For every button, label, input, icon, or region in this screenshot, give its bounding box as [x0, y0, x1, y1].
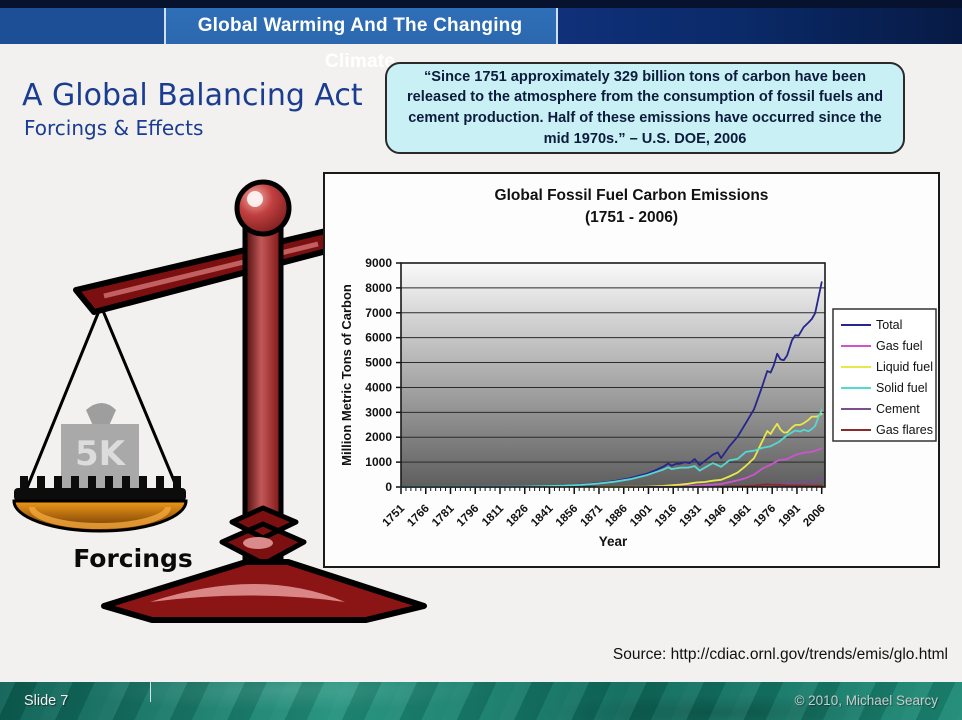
- copyright-text: © 2010, Michael Searcy: [794, 693, 938, 708]
- svg-text:1796: 1796: [455, 503, 482, 530]
- balance-scale-illustration: [12, 179, 427, 623]
- svg-text:2000: 2000: [365, 430, 392, 444]
- svg-text:1871: 1871: [579, 502, 606, 529]
- legend-label: Total: [876, 318, 902, 332]
- legend-label: Cement: [876, 402, 920, 416]
- svg-text:8000: 8000: [365, 281, 392, 295]
- svg-text:3000: 3000: [365, 405, 392, 419]
- header-divider-left: [164, 8, 166, 44]
- legend-label: Solid fuel: [876, 381, 927, 395]
- svg-text:1991: 1991: [776, 502, 803, 529]
- scale-beam-highlight: [103, 241, 319, 299]
- chart-legend: [832, 308, 937, 442]
- footer-divider: [150, 682, 151, 702]
- header-top-strip: [0, 0, 962, 8]
- quote-text: “Since 1751 approximately 329 billion to…: [407, 68, 883, 147]
- scale-knuckles: [219, 505, 307, 567]
- x-axis-title: Year: [599, 534, 628, 549]
- svg-text:1916: 1916: [653, 503, 680, 530]
- emissions-line-chart: 0 1000 2000 3000 4000 5000 6000 7000 8000 9000 175…: [339, 256, 937, 549]
- header-divider-right: [556, 8, 558, 44]
- quote-box: “Since 1751 approximately 329 billion to…: [385, 62, 905, 154]
- header-center-section: [164, 8, 556, 44]
- header-bar: Global Warming And The Changing Climate: [0, 8, 962, 72]
- svg-text:2006: 2006: [801, 503, 828, 530]
- header-left-section: [0, 8, 164, 44]
- slide-title: A Global Balancing Act: [22, 78, 363, 113]
- weight-knob: [86, 403, 116, 428]
- slide-number: Slide 7: [24, 693, 69, 709]
- svg-text:7000: 7000: [365, 306, 392, 320]
- series-solid-fuel: [400, 409, 823, 488]
- svg-text:1856: 1856: [554, 503, 581, 530]
- svg-text:1000: 1000: [365, 455, 392, 469]
- slide-subtitle: Forcings & Effects: [24, 116, 204, 140]
- svg-text:1811: 1811: [480, 502, 507, 529]
- series-gas-flares: [720, 483, 823, 488]
- weight-label: 5K: [74, 434, 125, 474]
- svg-text:1751: 1751: [381, 502, 408, 529]
- header-right-section: [556, 8, 962, 44]
- pan-rim: [14, 488, 186, 501]
- scale-base-highlight: [150, 584, 345, 602]
- scale-strings: [25, 305, 179, 489]
- chart-panel: 0 1000 2000 3000 4000 5000 6000 7000 8000 9000 175…: [323, 172, 940, 568]
- scale-ball-highlight: [247, 191, 263, 207]
- svg-text:6000: 6000: [365, 331, 392, 345]
- svg-text:1976: 1976: [752, 503, 779, 530]
- svg-text:0: 0: [385, 480, 392, 494]
- svg-text:1886: 1886: [603, 503, 630, 530]
- legend-label: Liquid fuel: [876, 360, 933, 374]
- svg-text:5000: 5000: [365, 356, 392, 370]
- svg-text:1931: 1931: [678, 502, 705, 529]
- footer-bar: Slide 7 © 2010, Michael Searcy: [0, 682, 962, 720]
- legend-label: Gas fuel: [876, 339, 923, 353]
- y-axis-title: Million Metric Tons of Carbon: [339, 284, 354, 466]
- source-citation: Source: http://cdiac.ornl.gov/trends/emi…: [612, 646, 948, 663]
- presentation-title: Global Warming And The Changing Climate: [197, 15, 523, 72]
- svg-text:1826: 1826: [504, 503, 531, 530]
- svg-text:1961: 1961: [727, 502, 754, 529]
- svg-text:9000: 9000: [365, 256, 392, 270]
- svg-text:1766: 1766: [405, 503, 432, 530]
- svg-text:4000: 4000: [365, 380, 392, 394]
- scale-knuckle-highlight: [243, 537, 273, 549]
- chart-title: Global Fossil Fuel Carbon Emissions: [494, 187, 769, 204]
- chart-subtitle: (1751 - 2006): [584, 209, 679, 226]
- forcings-label: Forcings: [73, 544, 193, 573]
- pan-bowl-highlight: [29, 506, 171, 529]
- plot-area: [401, 263, 825, 487]
- svg-text:1901: 1901: [628, 502, 655, 529]
- legend-label: Gas flares: [876, 423, 933, 437]
- svg-text:1946: 1946: [702, 503, 729, 530]
- svg-text:1841: 1841: [529, 502, 556, 529]
- svg-text:1781: 1781: [430, 502, 457, 529]
- pan-teeth: [20, 476, 181, 492]
- scale-ball: [234, 179, 292, 237]
- series-liquid-fuel: [596, 412, 823, 488]
